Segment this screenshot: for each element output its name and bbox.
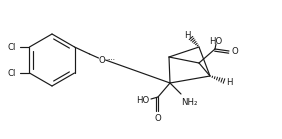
Text: HO: HO — [209, 37, 222, 45]
Text: Cl: Cl — [7, 43, 16, 52]
Text: O: O — [98, 55, 105, 64]
Text: H: H — [184, 30, 190, 39]
Text: O: O — [155, 114, 161, 122]
Text: H: H — [226, 78, 232, 86]
Text: Cl: Cl — [7, 69, 16, 78]
Text: ····: ···· — [107, 57, 116, 63]
Text: NH₂: NH₂ — [181, 97, 197, 106]
Text: HO: HO — [136, 95, 149, 105]
Text: O: O — [232, 47, 238, 55]
